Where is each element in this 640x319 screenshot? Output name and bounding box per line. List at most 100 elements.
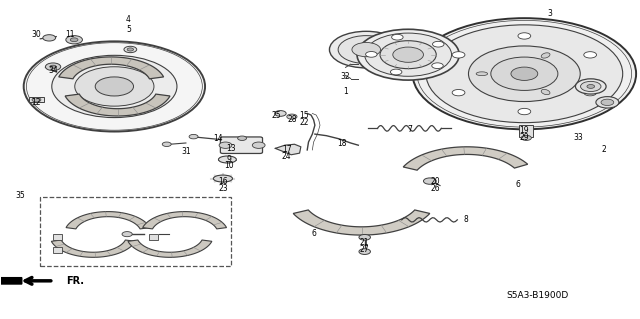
Circle shape (601, 99, 614, 106)
Text: 2: 2 (602, 145, 607, 154)
Text: 13: 13 (226, 144, 236, 153)
Circle shape (518, 108, 531, 115)
Text: 25: 25 (272, 111, 282, 120)
Circle shape (50, 65, 56, 68)
Bar (53, 234, 62, 240)
Text: 12: 12 (31, 98, 40, 107)
Polygon shape (403, 147, 528, 170)
Polygon shape (65, 94, 170, 116)
Polygon shape (275, 144, 301, 155)
Text: 26: 26 (430, 184, 440, 193)
Text: 35: 35 (15, 190, 25, 200)
Text: 19: 19 (520, 126, 529, 135)
Circle shape (518, 33, 531, 39)
Circle shape (45, 63, 61, 70)
Circle shape (338, 36, 394, 63)
Ellipse shape (476, 72, 488, 76)
Circle shape (287, 114, 297, 119)
Ellipse shape (541, 89, 550, 95)
Circle shape (511, 67, 538, 80)
Text: 23: 23 (218, 184, 228, 193)
Circle shape (468, 46, 580, 101)
Text: 14: 14 (213, 134, 223, 143)
Circle shape (357, 29, 460, 80)
Circle shape (432, 63, 444, 69)
Circle shape (70, 38, 78, 42)
Circle shape (417, 20, 632, 127)
Ellipse shape (218, 156, 236, 163)
Circle shape (52, 55, 177, 118)
Bar (53, 248, 62, 253)
Text: 34: 34 (48, 66, 58, 75)
Circle shape (95, 77, 134, 96)
Text: 33: 33 (574, 133, 584, 142)
Ellipse shape (213, 175, 232, 182)
Circle shape (163, 142, 172, 146)
Ellipse shape (541, 53, 550, 58)
Circle shape (352, 42, 381, 57)
Text: 17: 17 (282, 145, 292, 154)
Text: 24: 24 (282, 152, 292, 161)
Text: 4: 4 (126, 15, 131, 24)
Circle shape (275, 111, 286, 116)
Circle shape (189, 134, 198, 139)
Circle shape (359, 234, 371, 240)
Bar (149, 234, 158, 240)
Circle shape (413, 18, 636, 129)
Circle shape (237, 136, 246, 140)
Text: 7: 7 (407, 125, 412, 134)
Polygon shape (66, 211, 150, 229)
Text: 8: 8 (463, 215, 468, 224)
Text: 27: 27 (360, 245, 369, 254)
Text: 3: 3 (547, 9, 552, 18)
Circle shape (32, 98, 41, 102)
Text: 6: 6 (516, 181, 520, 189)
Circle shape (26, 43, 202, 130)
Circle shape (426, 25, 623, 123)
Circle shape (424, 178, 436, 184)
Circle shape (580, 81, 601, 92)
Text: 22: 22 (300, 118, 308, 128)
Text: 6: 6 (311, 229, 316, 238)
Circle shape (365, 51, 377, 57)
Text: 16: 16 (218, 177, 228, 186)
Text: 32: 32 (340, 72, 350, 81)
Polygon shape (293, 210, 430, 235)
Text: 28: 28 (287, 115, 297, 124)
Text: 21: 21 (360, 238, 369, 247)
Text: 31: 31 (181, 147, 191, 156)
Circle shape (252, 142, 265, 148)
FancyBboxPatch shape (220, 137, 262, 153)
Polygon shape (128, 240, 212, 257)
Text: 10: 10 (225, 161, 234, 170)
Text: S5A3-B1900D: S5A3-B1900D (506, 291, 568, 300)
Circle shape (575, 79, 606, 94)
Text: 30: 30 (31, 30, 41, 39)
Bar (519, 124, 533, 137)
Text: 18: 18 (338, 139, 347, 148)
Bar (40, 197, 230, 266)
Circle shape (521, 135, 531, 140)
Circle shape (491, 57, 558, 90)
Text: 5: 5 (126, 25, 131, 34)
Bar (29, 97, 44, 102)
Text: 1: 1 (343, 87, 348, 96)
Circle shape (584, 89, 596, 96)
Text: FR.: FR. (67, 276, 84, 286)
Polygon shape (59, 57, 164, 79)
Circle shape (66, 36, 83, 44)
Circle shape (43, 35, 56, 41)
Text: 29: 29 (520, 133, 529, 142)
Circle shape (393, 47, 424, 62)
Circle shape (596, 97, 619, 108)
Polygon shape (143, 211, 227, 229)
Circle shape (452, 52, 465, 58)
Polygon shape (51, 240, 135, 257)
Circle shape (219, 142, 232, 148)
Circle shape (365, 33, 452, 76)
Text: 11: 11 (65, 30, 74, 39)
Circle shape (584, 52, 596, 58)
Circle shape (392, 34, 403, 40)
Text: 15: 15 (300, 111, 309, 120)
Circle shape (122, 232, 132, 237)
